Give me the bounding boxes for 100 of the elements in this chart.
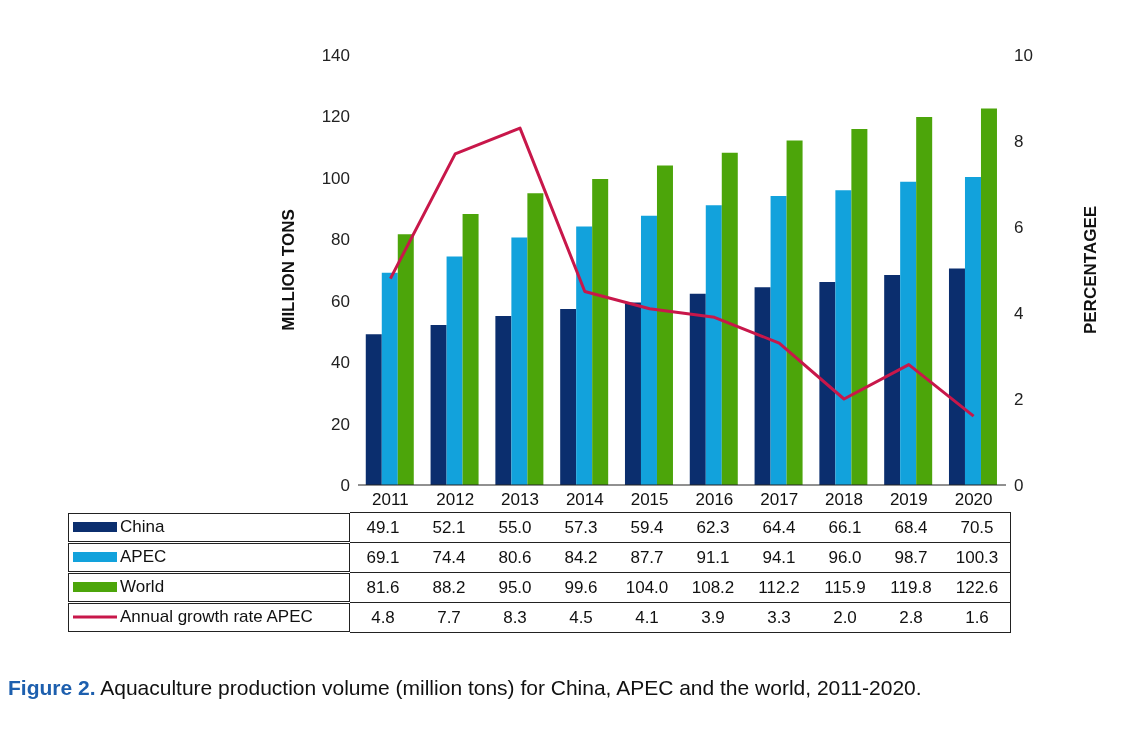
data-label: 64.4 [746, 512, 812, 543]
data-label: 7.7 [416, 602, 482, 633]
x-tick-label: 2017 [760, 490, 799, 510]
bar [576, 226, 593, 485]
data-label: 62.3 [680, 512, 746, 543]
bar [851, 129, 868, 485]
data-label: 74.4 [416, 542, 482, 573]
x-tick-label: 2020 [954, 490, 993, 510]
y-tick-label: 20 [331, 414, 350, 434]
legend-label: China [68, 512, 350, 542]
bar [365, 334, 382, 485]
y2-tick-label: 10 [1014, 46, 1033, 66]
bar [980, 108, 997, 485]
bar [916, 117, 933, 485]
x-tick-label: 2011 [372, 490, 409, 510]
data-label: 112.2 [746, 572, 812, 603]
bar [495, 316, 512, 485]
y2-tick-label: 0 [1014, 476, 1024, 496]
data-label: 108.2 [680, 572, 746, 603]
bar [835, 190, 852, 485]
data-label: 3.3 [746, 602, 812, 633]
data-label: 57.3 [548, 512, 614, 543]
bar [705, 205, 722, 485]
bar [624, 302, 641, 485]
legend-label: Annual growth rate APEC [68, 602, 350, 632]
data-label: 98.7 [878, 542, 944, 573]
data-label: 99.6 [548, 572, 614, 603]
bar [884, 274, 901, 485]
data-label: 66.1 [812, 512, 878, 543]
bar [689, 293, 706, 485]
data-label: 84.2 [548, 542, 614, 573]
bar [819, 281, 836, 485]
data-label: 81.6 [350, 572, 416, 603]
y2-tick-label: 2 [1014, 390, 1024, 410]
x-tick-label: 2013 [501, 490, 539, 510]
data-label: 104.0 [614, 572, 680, 603]
y-tick-label: 80 [331, 230, 350, 250]
bar [948, 268, 965, 485]
data-label: 4.8 [350, 602, 416, 633]
data-label: 2.8 [878, 602, 944, 633]
data-label: 68.4 [878, 512, 944, 543]
data-label: 94.1 [746, 542, 812, 573]
caption: Figure 2. Aquaculture production volume (million tons) for China, APEC and the world, 2011-2020. [8, 675, 923, 701]
y-tick-label: 0 [340, 476, 350, 496]
y-tick-label: 100 [321, 168, 350, 188]
data-label: 95.0 [482, 572, 548, 603]
y-tick-label: 60 [331, 291, 350, 311]
data-label: 1.6 [944, 602, 1011, 633]
bar [527, 193, 544, 485]
line-series [388, 126, 976, 418]
bar [900, 181, 917, 485]
bar [381, 272, 398, 485]
y2-tick-label: 6 [1014, 218, 1024, 238]
data-label: 49.1 [350, 512, 416, 543]
y2-axis-title: PERCENTAGEE [1081, 205, 1101, 335]
data-label: 80.6 [482, 542, 548, 573]
y-axis-title: MILLION TONS [279, 209, 299, 331]
data-label: 122.6 [944, 572, 1011, 603]
legend-label: APEC [68, 542, 350, 572]
bar [770, 195, 787, 485]
x-tick-label: 2012 [436, 490, 475, 510]
bar [964, 176, 981, 485]
y2-tick-label: 4 [1014, 304, 1024, 324]
data-label: 4.5 [548, 602, 614, 633]
bar [511, 237, 528, 485]
data-label: 2.0 [812, 602, 878, 633]
y-tick-label: 40 [331, 353, 350, 373]
data-label: 87.7 [614, 542, 680, 573]
data-label: 115.9 [812, 572, 878, 603]
data-label: 3.9 [680, 602, 746, 633]
bar [786, 140, 803, 485]
y-tick-label: 120 [321, 107, 350, 127]
data-label: 4.1 [614, 602, 680, 633]
data-label: 52.1 [416, 512, 482, 543]
bar [640, 215, 657, 485]
data-label: 55.0 [482, 512, 548, 543]
y-tick-label: 140 [321, 46, 350, 66]
bar [592, 179, 609, 485]
bar [656, 165, 673, 485]
x-tick-label: 2014 [565, 490, 604, 510]
data-label: 8.3 [482, 602, 548, 633]
bar [446, 256, 463, 485]
y2-tick-label: 8 [1014, 132, 1024, 152]
data-label: 69.1 [350, 542, 416, 573]
bar [430, 324, 447, 485]
x-tick-label: 2016 [695, 490, 734, 510]
bar [560, 309, 577, 485]
bar [397, 234, 414, 485]
data-label: 96.0 [812, 542, 878, 573]
data-label: 100.3 [944, 542, 1011, 573]
x-tick-label: 2019 [889, 490, 928, 510]
x-tick-label: 2015 [630, 490, 669, 510]
data-label: 59.4 [614, 512, 680, 543]
bar [754, 287, 771, 485]
legend-label: World [68, 572, 350, 602]
data-label: 119.8 [878, 572, 944, 603]
data-label: 91.1 [680, 542, 746, 573]
x-tick-label: 2018 [825, 490, 863, 510]
bar [721, 152, 738, 485]
data-label: 70.5 [944, 512, 1011, 543]
